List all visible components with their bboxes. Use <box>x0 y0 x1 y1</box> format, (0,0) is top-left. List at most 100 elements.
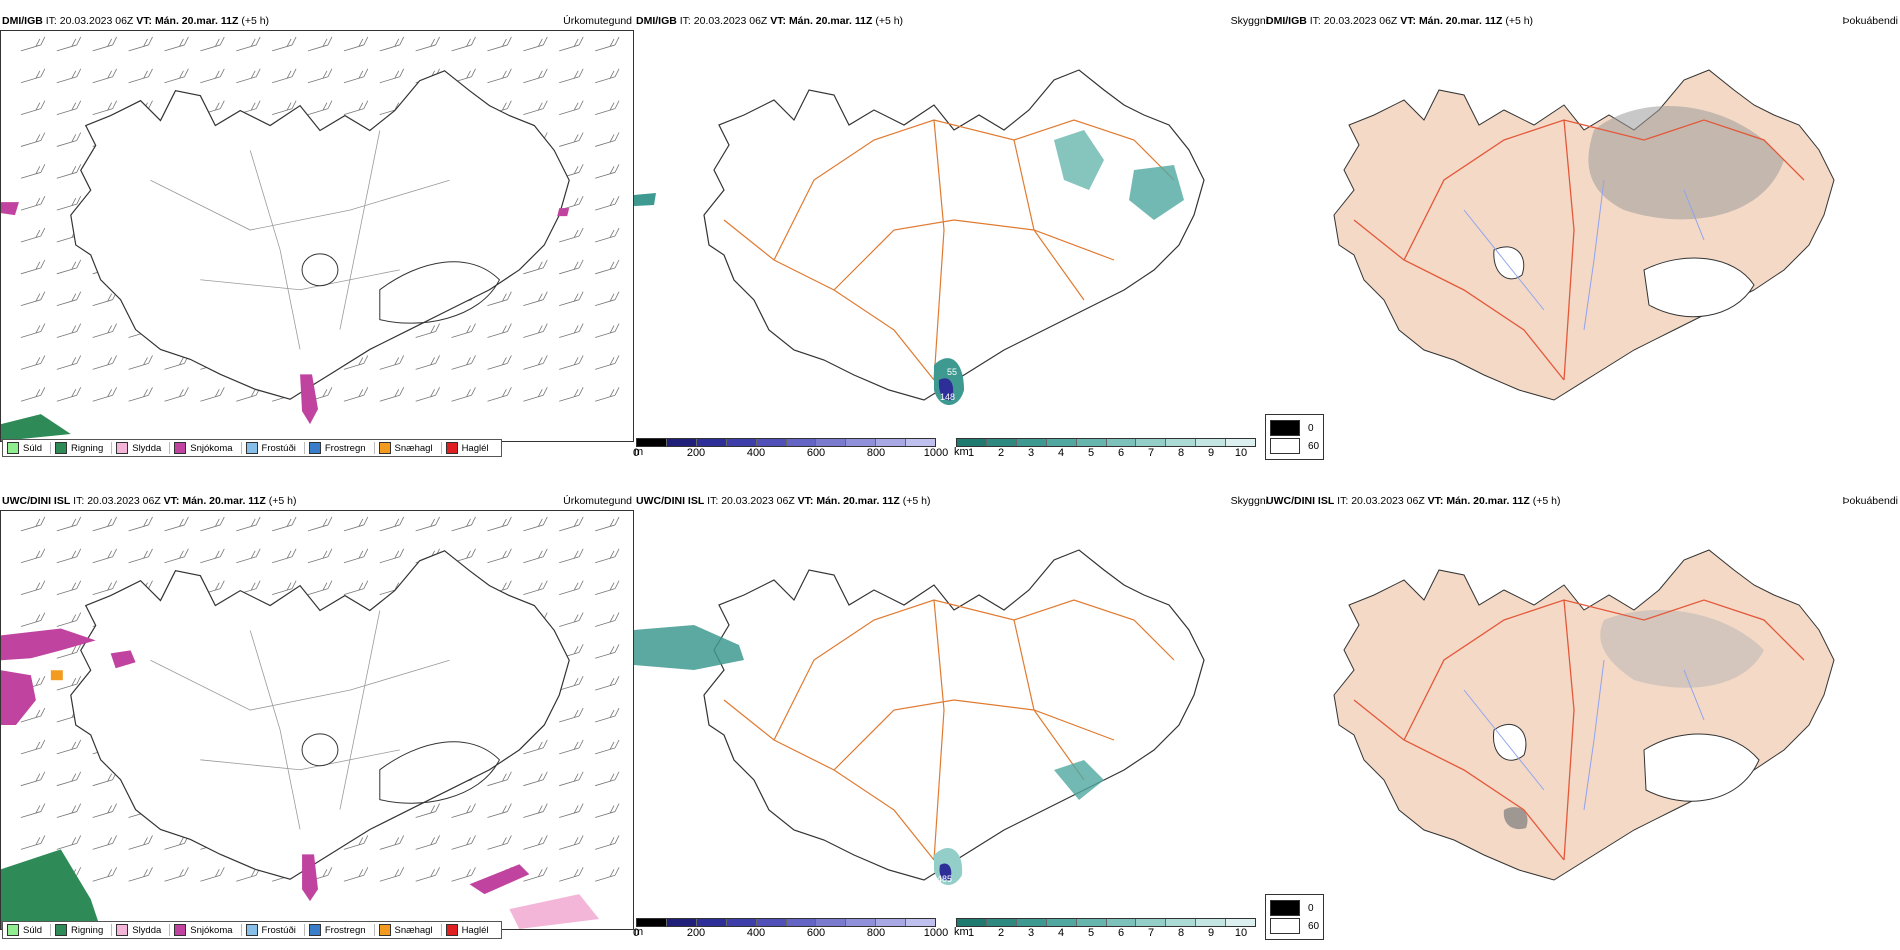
wind-barb <box>20 516 46 532</box>
row1-cloud-header: DMI/IGB IT: 20.03.2023 06Z VT: Mán. 20.m… <box>636 14 1268 28</box>
issue-prefix: IT: <box>1337 495 1349 507</box>
colorbar-segment <box>1076 919 1107 926</box>
wind-barb <box>56 36 82 52</box>
valid-time: Mán. 20.mar. 11Z <box>1418 15 1503 27</box>
wind-barb <box>379 387 405 402</box>
wind-barb <box>559 516 584 532</box>
model-name: UWC/DINI ISL <box>636 495 705 507</box>
panel-title: Úrkomutegund <box>563 15 632 27</box>
colorbar-unit: km <box>954 926 969 938</box>
wind-barb <box>343 835 369 850</box>
fog-key-label: 60 <box>1308 920 1320 932</box>
panel-title: Skyggni <box>1230 15 1268 27</box>
colorbar-tick: 9 <box>1207 927 1215 939</box>
wind-barb <box>56 612 82 627</box>
wind-barb <box>379 516 405 532</box>
colorbar-segment <box>1106 439 1137 446</box>
wind-barb <box>595 835 620 850</box>
iceland-land <box>1333 549 1835 881</box>
colorbar-tick: 400 <box>746 447 766 459</box>
colorbar-ticks: 1 2 3 4 5 6 7 8 9 10 <box>956 927 1256 941</box>
wind-barb <box>595 707 620 723</box>
glacier-outline <box>379 741 501 804</box>
snow-area-offshore <box>1 202 19 216</box>
colorbar-segment <box>876 919 907 926</box>
legend-label: Frostúði <box>261 442 296 454</box>
wind-barb <box>164 867 189 882</box>
wind-barb <box>559 36 584 52</box>
wind-barb <box>487 516 512 532</box>
wind-barb <box>487 36 512 52</box>
colorbar-segment <box>1076 439 1107 446</box>
wind-barb <box>20 291 46 307</box>
wind-barb <box>307 516 333 532</box>
wind-barb <box>272 516 297 532</box>
low-cloud-core <box>938 378 954 401</box>
legend-label: Snjókoma <box>190 442 233 454</box>
wind-barb <box>379 548 405 564</box>
fog-key-swatch <box>1270 438 1300 454</box>
colorbar-segment <box>1136 919 1167 926</box>
colorbar-segment <box>786 439 817 446</box>
wind-barb <box>343 867 369 882</box>
colorbar-tick: 9 <box>1207 447 1215 459</box>
lead-time: (+5 h) <box>268 495 297 507</box>
wind-barb <box>559 132 584 147</box>
wind-barb <box>343 36 369 52</box>
row2-cloud-base-panel: UWC/DINI ISL IT: 20.03.2023 06Z VT: Mán.… <box>632 494 1270 950</box>
snow-area-east <box>557 208 570 217</box>
colorbar-segment <box>696 439 727 446</box>
wind-barb <box>523 580 548 595</box>
wind-barb <box>523 835 548 850</box>
legend-item: Súld <box>7 442 52 454</box>
cloud-map-svg: 55 148 <box>634 69 1205 405</box>
wind-barb <box>20 387 46 402</box>
legend-item: Frostregn <box>308 442 375 454</box>
wind-barb <box>200 36 225 52</box>
vt-prefix: VT: <box>163 495 180 507</box>
wind-barb <box>595 259 620 275</box>
wind-barb <box>236 548 261 564</box>
row1-cloud-map: 55 148 <box>634 30 1270 430</box>
visibility-colorbar: 1 2 3 4 5 6 7 8 9 10 km <box>954 438 1256 461</box>
colorbar-segment <box>786 919 817 926</box>
wind-barb <box>487 771 512 787</box>
cloud-patch <box>1054 130 1104 190</box>
wind-barb <box>128 835 153 850</box>
wind-barb <box>56 644 82 659</box>
legend-item: Snjókoma <box>174 442 242 454</box>
wind-barb <box>307 548 333 564</box>
legend-label: Haglél <box>461 924 489 936</box>
colorbar-segment <box>957 439 987 446</box>
colorbar-tick: 0 <box>632 927 640 939</box>
wind-barb <box>559 771 584 787</box>
colorbar-tick: 4 <box>1057 927 1065 939</box>
wind-barb <box>272 36 297 52</box>
wind-barb <box>523 291 548 307</box>
wind-barb <box>20 36 46 52</box>
colorbar-tick: 1 <box>967 447 975 459</box>
wind-barb <box>164 387 189 402</box>
wind-barb <box>20 771 46 787</box>
wind-barb <box>20 835 46 850</box>
wind-barb <box>559 68 584 84</box>
row1-fog-header: DMI/IGB IT: 20.03.2023 06Z VT: Mán. 20.m… <box>1266 14 1898 28</box>
colorbar-segment <box>1016 439 1047 446</box>
cloud-patch <box>1054 760 1104 800</box>
legend-item: Frostúði <box>245 924 305 936</box>
colorbar-tick: 10 <box>1234 447 1248 459</box>
wind-barb <box>272 68 297 84</box>
wind-barb <box>128 387 153 402</box>
wind-barb <box>595 516 620 532</box>
wind-barb <box>128 867 153 882</box>
row2-cloud-map: 485 <box>634 510 1270 910</box>
wind-barb <box>523 355 548 370</box>
wind-barb <box>595 36 620 52</box>
legend-swatch <box>7 442 19 454</box>
wind-barb <box>92 387 117 402</box>
wind-barb <box>92 867 117 882</box>
colorbar-segment <box>1166 919 1197 926</box>
model-name: DMI/IGB <box>636 15 677 27</box>
row2-fog-header: UWC/DINI ISL IT: 20.03.2023 06Z VT: Mán.… <box>1266 494 1898 508</box>
legend-swatch <box>378 924 391 936</box>
